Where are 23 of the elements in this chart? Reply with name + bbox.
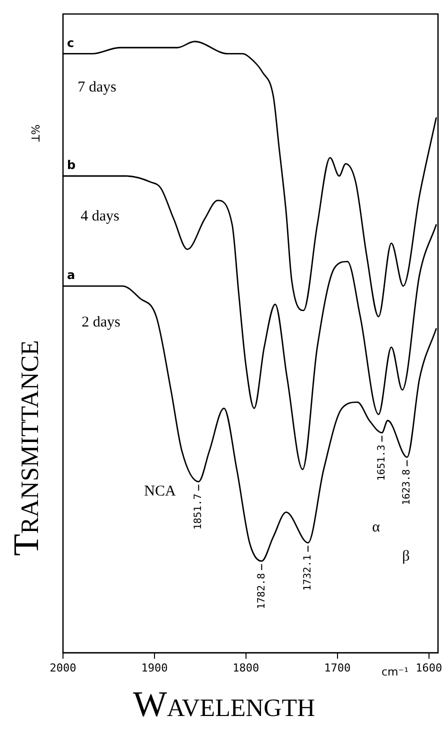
annotation: 1651.3 xyxy=(376,444,388,481)
annotation: 1732.1 xyxy=(302,554,314,591)
annotation: 1851.7 xyxy=(193,494,204,530)
x-axis-title: Wavelength xyxy=(132,684,316,724)
x-tick-label: 1700 xyxy=(324,661,351,674)
annotation: 1623.8 xyxy=(402,469,413,506)
annotation: NCA xyxy=(144,484,176,500)
x-tick-label: 1600 xyxy=(416,661,442,674)
annotation: 2 days xyxy=(82,314,120,330)
x-tick-label: 1800 xyxy=(232,661,260,674)
annotation: 4 days xyxy=(80,208,120,224)
x-tick-label: 1900 xyxy=(141,661,168,674)
annotation: β xyxy=(402,548,410,564)
annotation: 1782.8 xyxy=(256,573,268,610)
series-label: b xyxy=(67,158,76,172)
annotation: 7 days xyxy=(78,80,116,96)
text: cm⁻¹ xyxy=(382,666,408,678)
x-tick-label: 2000 xyxy=(50,661,76,674)
text: %T xyxy=(28,124,42,142)
annotation: α xyxy=(372,520,380,536)
series-label: a xyxy=(67,268,76,282)
y-axis-title: Transmittance xyxy=(6,340,46,556)
series-label: c xyxy=(67,36,74,50)
